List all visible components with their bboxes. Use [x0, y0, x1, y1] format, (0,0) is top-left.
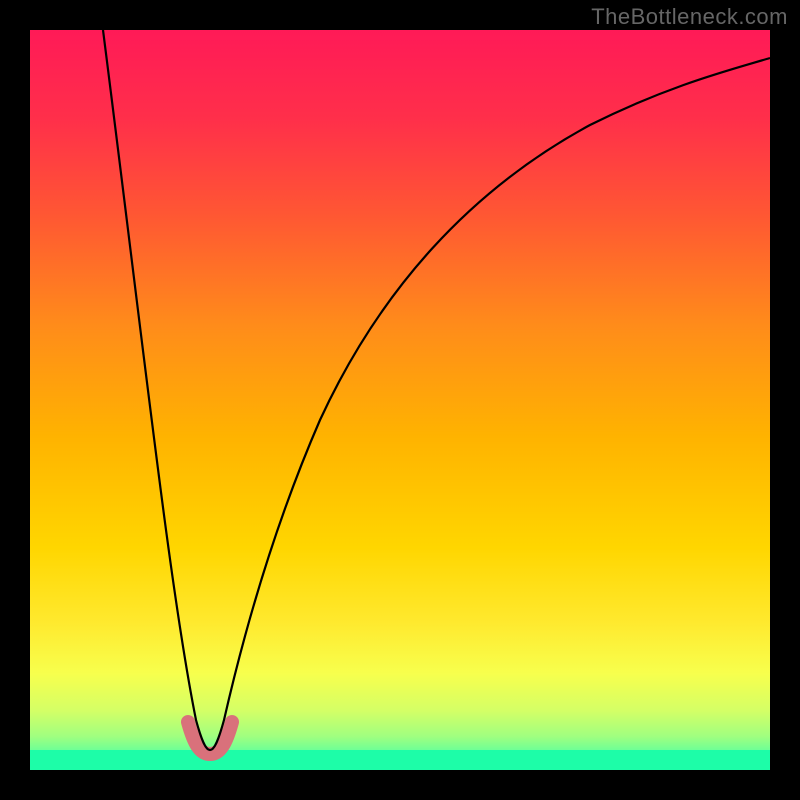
bottleneck-curve — [103, 30, 770, 750]
bottleneck-chart — [30, 30, 770, 770]
watermark-text: TheBottleneck.com — [591, 4, 788, 30]
curve-overlay — [30, 30, 770, 770]
